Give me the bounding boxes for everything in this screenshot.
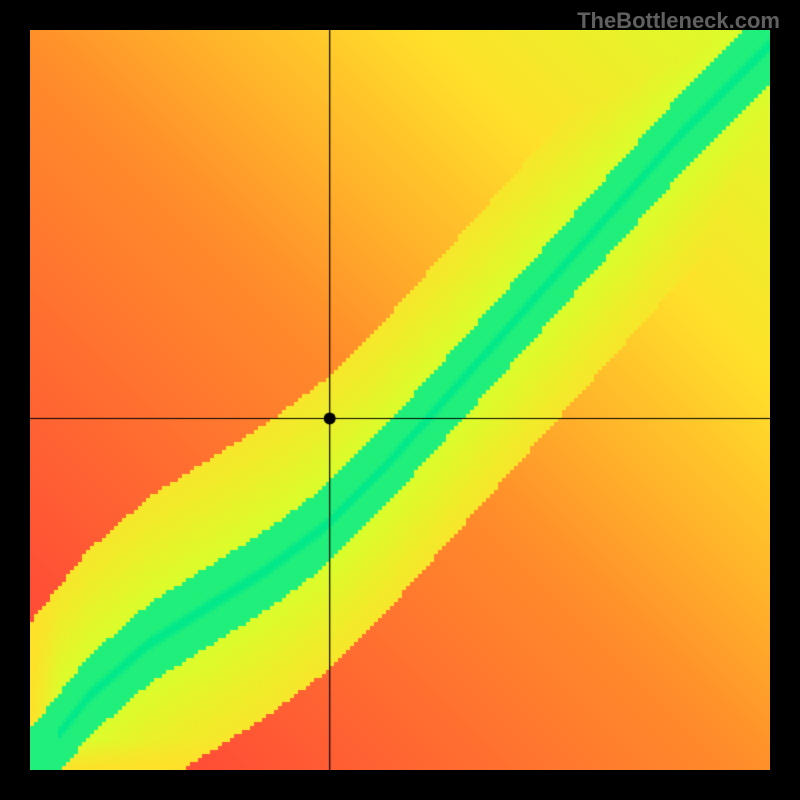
heatmap-canvas [30,30,770,770]
bottleneck-heatmap [30,30,770,770]
watermark-text: TheBottleneck.com [577,8,780,34]
